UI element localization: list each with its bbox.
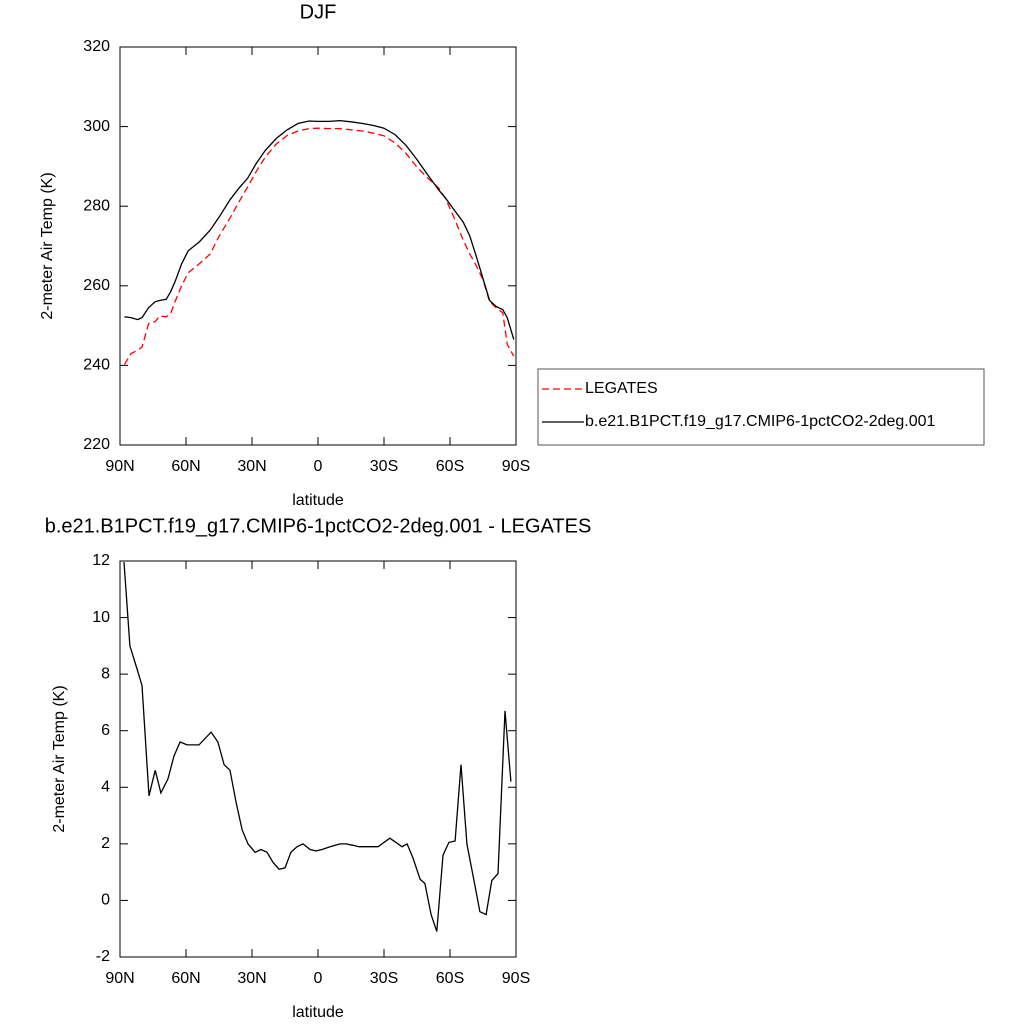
x-tick-label: 30N	[237, 458, 266, 475]
y-tick-label: 2	[101, 835, 110, 852]
y-axis-label: 2-meter Air Temp (K)	[51, 685, 68, 832]
x-tick-label: 90N	[105, 970, 134, 987]
y-tick-label: 300	[83, 118, 110, 135]
x-tick-label: 60S	[436, 970, 464, 987]
y-tick-label: 240	[83, 357, 110, 374]
x-tick-label: 90S	[502, 458, 530, 475]
data-line	[123, 562, 512, 932]
x-tick-label: 60S	[436, 458, 464, 475]
x-tick-label: 90N	[105, 458, 134, 475]
y-tick-label: 8	[101, 665, 110, 682]
y-tick-label: 4	[101, 779, 110, 796]
plot-frame	[119, 560, 517, 958]
y-axis-label: 2-meter Air Temp (K)	[39, 172, 56, 319]
x-axis-label: latitude	[292, 492, 344, 509]
y-tick-label: 10	[92, 609, 110, 626]
y-tick-label: 260	[83, 277, 110, 294]
x-tick-label: 60N	[171, 458, 200, 475]
y-tick-label: 6	[101, 722, 110, 739]
y-tick-label: 12	[92, 552, 110, 569]
y-tick-label: 0	[101, 892, 110, 909]
y-tick-label: 280	[83, 197, 110, 214]
x-axis-label: latitude	[292, 1004, 344, 1021]
x-tick-label: 60N	[171, 970, 200, 987]
x-tick-label: 90S	[502, 970, 530, 987]
x-tick-label: 30S	[370, 458, 398, 475]
chart-title: DJF	[300, 1, 337, 23]
x-tick-label: 30S	[370, 970, 398, 987]
x-tick-label: 30N	[237, 970, 266, 987]
legend-box	[537, 368, 985, 446]
legend-label: LEGATES	[585, 380, 658, 397]
data-line	[124, 119, 515, 340]
y-tick-label: 220	[83, 436, 110, 453]
data-line	[123, 127, 515, 365]
legend-label: b.e21.B1PCT.f19_g17.CMIP6-1pctCO2-2deg.0…	[585, 413, 936, 430]
chart-title: b.e21.B1PCT.f19_g17.CMIP6-1pctCO2-2deg.0…	[45, 515, 592, 537]
x-tick-label: 0	[314, 970, 323, 987]
x-tick-label: 0	[314, 458, 323, 475]
plot-frame	[119, 46, 517, 446]
y-tick-label: 320	[83, 38, 110, 55]
y-tick-label: -2	[96, 948, 110, 965]
